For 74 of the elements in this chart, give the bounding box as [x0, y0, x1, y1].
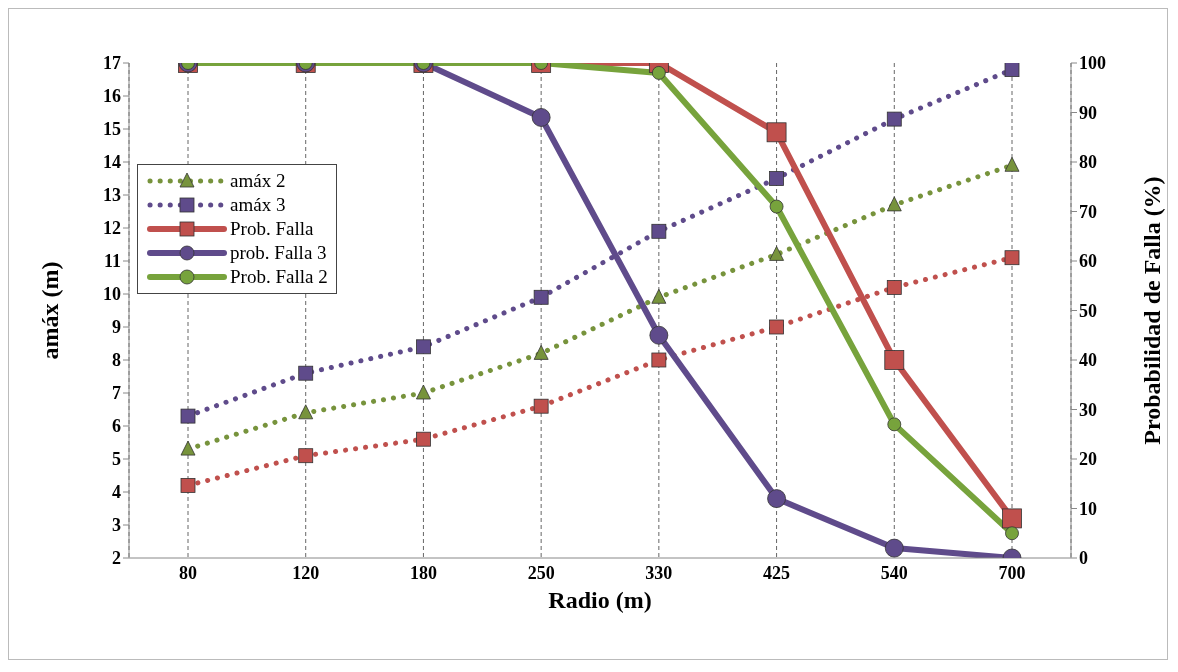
point — [769, 319, 784, 335]
point — [884, 538, 904, 558]
point — [649, 325, 669, 345]
x-tick-label: 250 — [527, 562, 555, 583]
point — [298, 365, 314, 381]
point — [416, 431, 431, 447]
point — [767, 489, 786, 508]
legend-label: Prob. Falla 2 — [230, 266, 328, 288]
point — [651, 223, 667, 239]
point — [886, 111, 902, 127]
y-tick-label: 17 — [103, 53, 121, 74]
y2-tick-label: 20 — [1079, 449, 1097, 470]
x-axis-title: Radio (m) — [548, 587, 652, 613]
y2-tick-label: 90 — [1079, 102, 1097, 123]
point — [1004, 156, 1020, 172]
point — [180, 478, 196, 493]
point — [533, 345, 549, 360]
y-tick-label: 2 — [112, 548, 121, 569]
point — [1002, 508, 1022, 529]
point — [886, 280, 902, 295]
point — [180, 408, 196, 424]
point — [769, 246, 784, 261]
y2-tick-label: 70 — [1079, 201, 1097, 222]
point — [884, 350, 905, 370]
x-tick-label: 120 — [292, 562, 320, 583]
point — [533, 398, 549, 414]
legend-label: amáx 2 — [230, 170, 286, 192]
point — [886, 196, 902, 212]
point — [1004, 250, 1020, 266]
x-tick-label: 180 — [409, 562, 437, 583]
point — [651, 352, 667, 368]
y2-tick-label: 100 — [1079, 53, 1106, 74]
point — [533, 289, 549, 305]
x-tick-label: 425 — [763, 562, 791, 583]
y-tick-label: 10 — [103, 284, 121, 305]
y-tick-label: 12 — [103, 218, 121, 239]
x-tick-label: 330 — [645, 562, 673, 583]
y-tick-label: 15 — [103, 119, 121, 140]
point — [1004, 63, 1020, 77]
point — [887, 417, 902, 432]
y-tick-label: 16 — [103, 86, 121, 107]
point — [651, 288, 667, 304]
point — [416, 339, 431, 355]
y-tick-label: 9 — [112, 317, 121, 338]
y-tick-label: 11 — [103, 251, 121, 272]
x-tick-label: 80 — [179, 562, 197, 583]
y-tick-label: 13 — [103, 185, 121, 206]
y-tick-label: 8 — [112, 350, 121, 371]
y2-axis-title: Probabilidad de Falla (%) — [1138, 176, 1165, 445]
legend-label: prob. Falla 3 — [230, 242, 327, 264]
legend-label: Prob. Falla — [230, 218, 314, 240]
y2-tick-label: 50 — [1079, 300, 1097, 321]
x-tick-label: 540 — [880, 562, 908, 583]
point — [298, 448, 314, 464]
y-tick-label: 4 — [112, 482, 121, 503]
point — [298, 404, 314, 420]
x-tick-label: 700 — [998, 562, 1026, 583]
y-tick-label: 7 — [112, 383, 121, 404]
point — [416, 384, 431, 400]
point — [1005, 526, 1019, 541]
point — [769, 171, 784, 186]
y2-tick-label: 40 — [1079, 350, 1097, 371]
y2-tick-label: 80 — [1079, 152, 1097, 173]
y2-tick-label: 10 — [1079, 498, 1097, 519]
y-tick-label: 3 — [112, 515, 121, 536]
y-tick-label: 5 — [112, 449, 121, 470]
y-tick-label: 14 — [103, 152, 121, 173]
y2-tick-label: 30 — [1079, 399, 1097, 420]
y-axis-title: amáx (m) — [36, 261, 63, 360]
y-tick-label: 6 — [112, 416, 121, 437]
point — [180, 440, 196, 456]
y2-tick-label: 0 — [1079, 548, 1088, 569]
y2-tick-label: 60 — [1079, 251, 1097, 272]
legend-label: amáx 3 — [230, 194, 286, 216]
